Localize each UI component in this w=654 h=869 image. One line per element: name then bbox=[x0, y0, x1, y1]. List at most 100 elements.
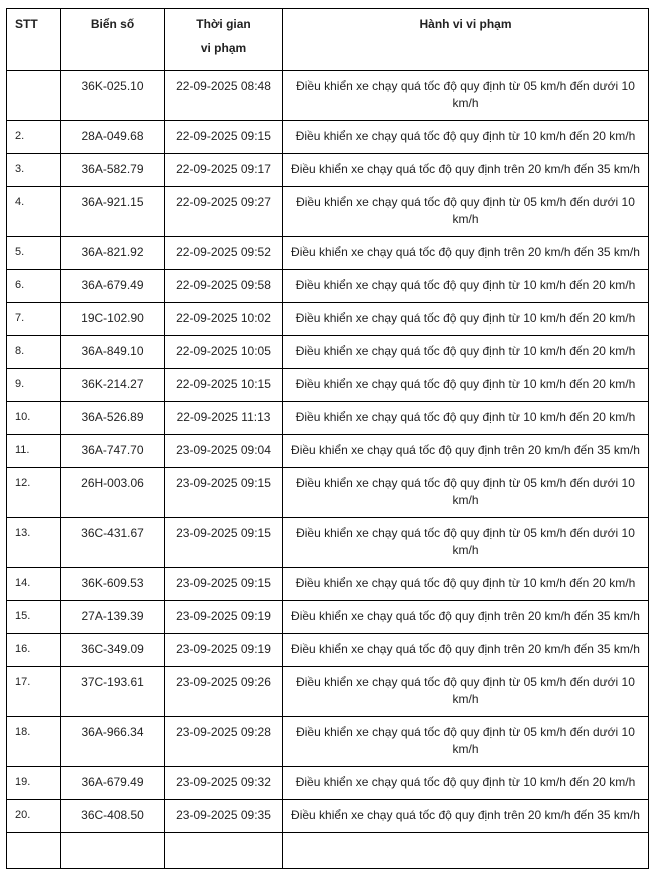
header-stt: STT bbox=[6, 8, 61, 71]
violation-time: 23-09-2025 09:15 bbox=[164, 517, 283, 568]
table-row: 3. 36A-582.79 22-09-2025 09:17 Điều khiển x… bbox=[6, 153, 649, 187]
table-row: 2. 28A-049.68 22-09-2025 09:15 Điều khiển x… bbox=[6, 120, 649, 154]
violation-description: Điều khiển xe chạy quá tốc độ quy định t… bbox=[282, 269, 649, 303]
plate-number: 36A-679.49 bbox=[60, 269, 165, 303]
violation-description: Điều khiển xe chạy quá tốc độ quy định t… bbox=[282, 70, 649, 121]
row-number: 5. bbox=[6, 236, 61, 270]
violation-time: 23-09-2025 09:26 bbox=[164, 666, 283, 717]
violation-time: 22-09-2025 08:48 bbox=[164, 70, 283, 121]
row-number: 9. bbox=[6, 368, 61, 402]
violation-description: Điều khiển xe chạy quá tốc độ quy định t… bbox=[282, 434, 649, 468]
row-number: 17. bbox=[6, 666, 61, 717]
violation-time: 22-09-2025 09:15 bbox=[164, 120, 283, 154]
violation-time: 23-09-2025 09:19 bbox=[164, 600, 283, 634]
violation-time: 23-09-2025 09:19 bbox=[164, 633, 283, 667]
violation-time: 22-09-2025 09:58 bbox=[164, 269, 283, 303]
table-row: 15. 27A-139.39 23-09-2025 09:19 Điều khiển … bbox=[6, 600, 649, 634]
row-number: 20. bbox=[6, 799, 61, 833]
empty-cell bbox=[164, 832, 283, 869]
table-row: 9. 36K-214.27 22-09-2025 10:15 Điều khiển x… bbox=[6, 368, 649, 402]
plate-number: 36C-349.09 bbox=[60, 633, 165, 667]
header-time: Thời gian vi phạm bbox=[164, 8, 283, 71]
violation-description: Điều khiển xe chạy quá tốc độ quy định t… bbox=[282, 633, 649, 667]
violation-description: Điều khiển xe chạy quá tốc độ quy định t… bbox=[282, 401, 649, 435]
violation-description: Điều khiển xe chạy quá tốc độ quy định t… bbox=[282, 153, 649, 187]
violation-time: 23-09-2025 09:32 bbox=[164, 766, 283, 800]
table-row: 10. 36A-526.89 22-09-2025 11:13 Điều khiển … bbox=[6, 401, 649, 435]
row-number: 13. bbox=[6, 517, 61, 568]
table-row: 18. 36A-966.34 23-09-2025 09:28 Điều khiển … bbox=[6, 716, 649, 767]
table-row: 12. 26H-003.06 23-09-2025 09:15 Điều khiển … bbox=[6, 467, 649, 518]
violations-table: STT Biển số Thời gian vi phạm Hành vi vi … bbox=[6, 8, 649, 869]
header-plate: Biển số bbox=[60, 8, 165, 71]
row-number: 18. bbox=[6, 716, 61, 767]
plate-number: 36A-849.10 bbox=[60, 335, 165, 369]
violation-time: 23-09-2025 09:15 bbox=[164, 467, 283, 518]
violation-description: Điều khiển xe chạy quá tốc độ quy định t… bbox=[282, 567, 649, 601]
empty-cell bbox=[6, 832, 61, 869]
row-number: 4. bbox=[6, 186, 61, 237]
row-number: 16. bbox=[6, 633, 61, 667]
table-row: 17. 37C-193.61 23-09-2025 09:26 Điều khiển … bbox=[6, 666, 649, 717]
violation-description: Điều khiển xe chạy quá tốc độ quy định t… bbox=[282, 600, 649, 634]
violation-time: 22-09-2025 09:27 bbox=[164, 186, 283, 237]
plate-number: 19C-102.90 bbox=[60, 302, 165, 336]
violation-time: 23-09-2025 09:28 bbox=[164, 716, 283, 767]
violation-time: 22-09-2025 09:17 bbox=[164, 153, 283, 187]
violation-time: 22-09-2025 10:05 bbox=[164, 335, 283, 369]
table-row: 13. 36C-431.67 23-09-2025 09:15 Điều khiển … bbox=[6, 517, 649, 568]
violation-description: Điều khiển xe chạy quá tốc độ quy định t… bbox=[282, 666, 649, 717]
row-number: 2. bbox=[6, 120, 61, 154]
header-row: STT Biển số Thời gian vi phạm Hành vi vi … bbox=[6, 8, 649, 71]
plate-number: 36A-679.49 bbox=[60, 766, 165, 800]
plate-number: 37C-193.61 bbox=[60, 666, 165, 717]
empty-cell bbox=[60, 832, 165, 869]
violation-time: 22-09-2025 11:13 bbox=[164, 401, 283, 435]
table-row: 7. 19C-102.90 22-09-2025 10:02 Điều khiển x… bbox=[6, 302, 649, 336]
plate-number: 36A-582.79 bbox=[60, 153, 165, 187]
violation-time: 23-09-2025 09:04 bbox=[164, 434, 283, 468]
plate-number: 36C-431.67 bbox=[60, 517, 165, 568]
table-row: 11. 36A-747.70 23-09-2025 09:04 Điều khiển … bbox=[6, 434, 649, 468]
violation-time: 22-09-2025 09:52 bbox=[164, 236, 283, 270]
plate-number: 36A-966.34 bbox=[60, 716, 165, 767]
violation-description: Điều khiển xe chạy quá tốc độ quy định t… bbox=[282, 517, 649, 568]
row-number: 11. bbox=[6, 434, 61, 468]
violation-description: Điều khiển xe chạy quá tốc độ quy định t… bbox=[282, 120, 649, 154]
header-time-line2: vi phạm bbox=[200, 41, 247, 55]
header-time-line1: Thời gian bbox=[196, 17, 251, 31]
table-row bbox=[6, 832, 649, 869]
row-number: 6. bbox=[6, 269, 61, 303]
row-number: 10. bbox=[6, 401, 61, 435]
plate-number: 36C-408.50 bbox=[60, 799, 165, 833]
violation-time: 23-09-2025 09:15 bbox=[164, 567, 283, 601]
table-row: 16. 36C-349.09 23-09-2025 09:19 Điều khiển … bbox=[6, 633, 649, 667]
table-row: 14. 36K-609.53 23-09-2025 09:15 Điều khiển … bbox=[6, 567, 649, 601]
table-row: 20. 36C-408.50 23-09-2025 09:35 Điều khiển … bbox=[6, 799, 649, 833]
header-violation: Hành vi vi phạm bbox=[282, 8, 649, 71]
empty-cell bbox=[282, 832, 649, 869]
plate-number: 28A-049.68 bbox=[60, 120, 165, 154]
plate-number: 27A-139.39 bbox=[60, 600, 165, 634]
violation-description: Điều khiển xe chạy quá tốc độ quy định t… bbox=[282, 236, 649, 270]
row-number: 7. bbox=[6, 302, 61, 336]
row-number: 14. bbox=[6, 567, 61, 601]
plate-number: 36A-921.15 bbox=[60, 186, 165, 237]
table-row: 36K-025.10 22-09-2025 08:48 Điều khiển xe … bbox=[6, 70, 649, 121]
table-row: 5. 36A-821.92 22-09-2025 09:52 Điều khiển x… bbox=[6, 236, 649, 270]
row-number: 3. bbox=[6, 153, 61, 187]
plate-number: 36K-025.10 bbox=[60, 70, 165, 121]
table-row: 8. 36A-849.10 22-09-2025 10:05 Điều khiển x… bbox=[6, 335, 649, 369]
violation-description: Điều khiển xe chạy quá tốc độ quy định t… bbox=[282, 467, 649, 518]
plate-number: 26H-003.06 bbox=[60, 467, 165, 518]
row-number: 8. bbox=[6, 335, 61, 369]
violation-description: Điều khiển xe chạy quá tốc độ quy định t… bbox=[282, 302, 649, 336]
violation-description: Điều khiển xe chạy quá tốc độ quy định t… bbox=[282, 368, 649, 402]
violation-time: 22-09-2025 10:15 bbox=[164, 368, 283, 402]
table-row: 4. 36A-921.15 22-09-2025 09:27 Điều khiển x… bbox=[6, 186, 649, 237]
plate-number: 36A-526.89 bbox=[60, 401, 165, 435]
plate-number: 36A-821.92 bbox=[60, 236, 165, 270]
violation-description: Điều khiển xe chạy quá tốc độ quy định t… bbox=[282, 799, 649, 833]
violation-time: 23-09-2025 09:35 bbox=[164, 799, 283, 833]
table-row: 19. 36A-679.49 23-09-2025 09:32 Điều khiển … bbox=[6, 766, 649, 800]
